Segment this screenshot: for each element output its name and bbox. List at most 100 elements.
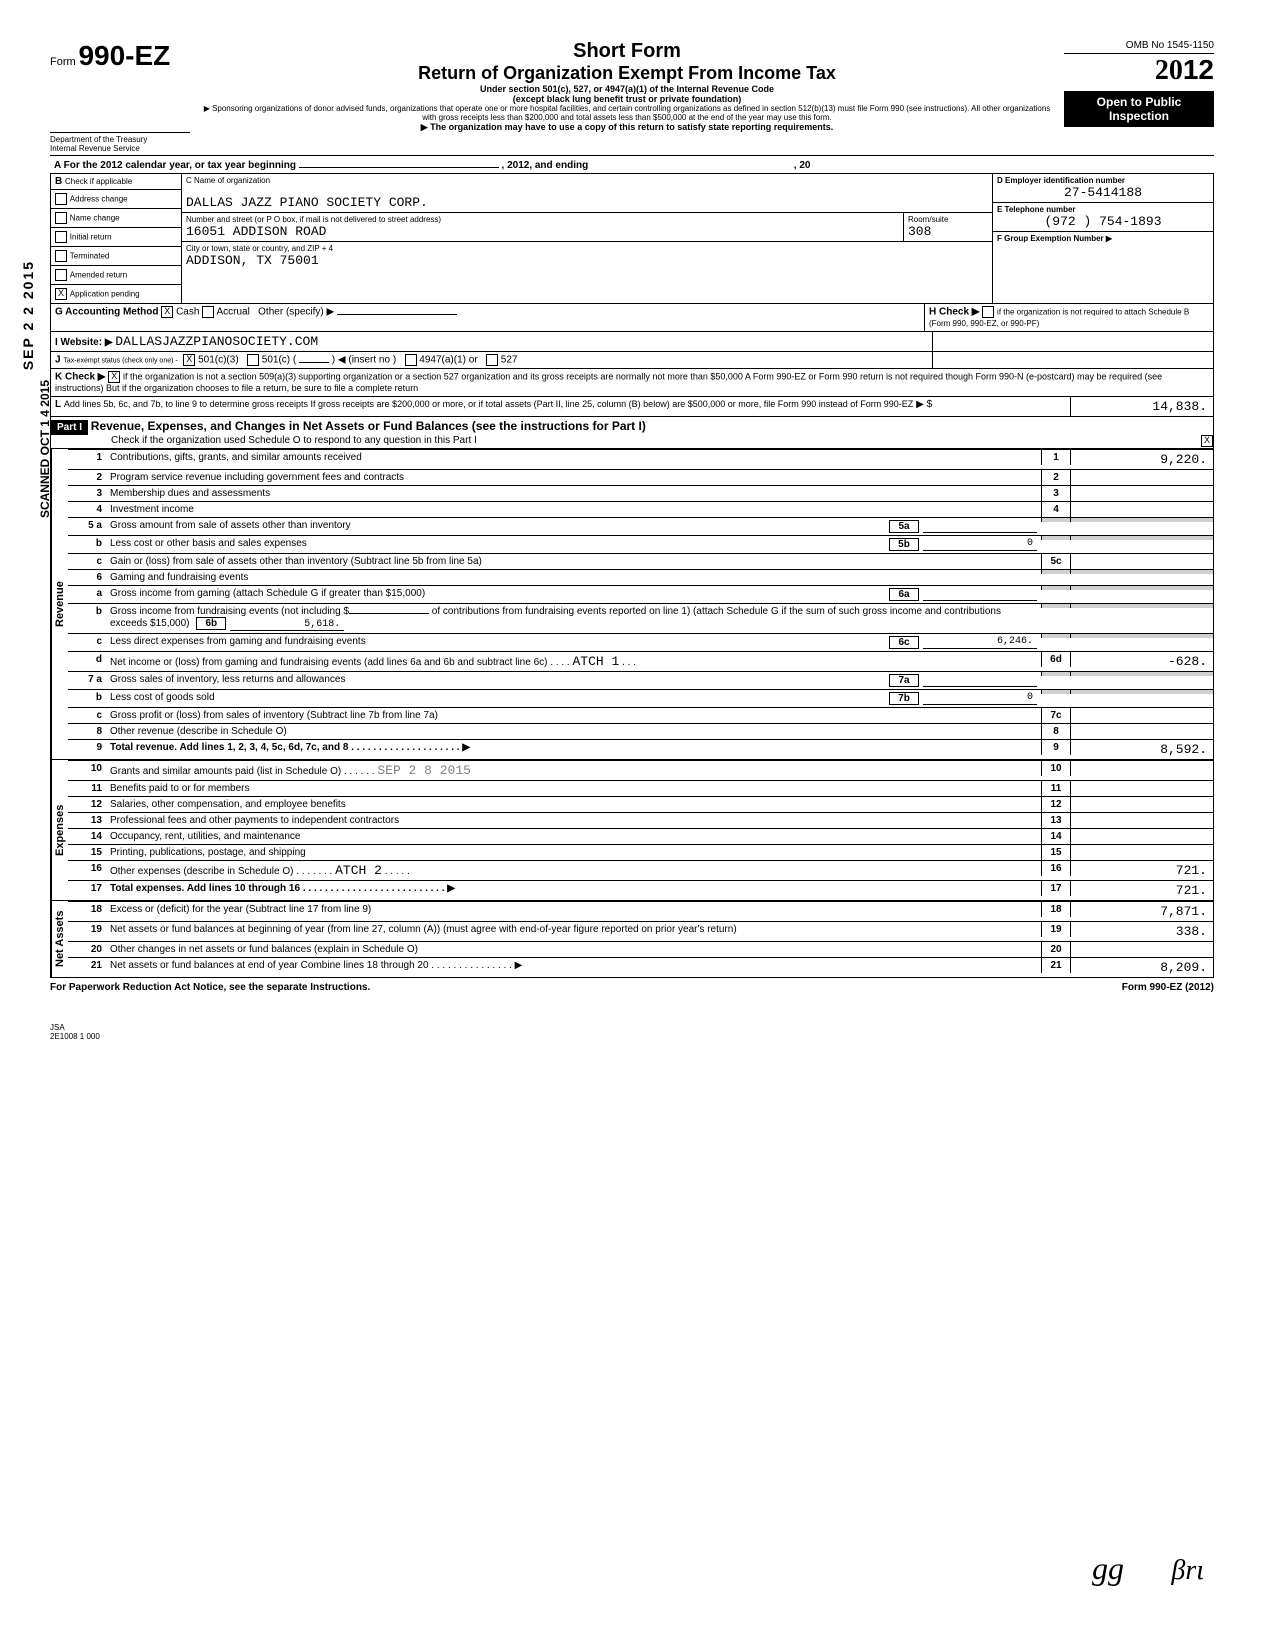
label-address-change: Address change	[70, 195, 128, 204]
short-form-title: Short Form	[200, 40, 1054, 63]
checkbox-part1[interactable]: X	[1201, 435, 1213, 447]
line-9-no: 9	[68, 740, 106, 755]
checkbox-4947[interactable]	[405, 354, 417, 366]
section-l-text: Add lines 5b, 6c, and 7b, to line 9 to d…	[64, 399, 913, 409]
line-6-no: 6	[68, 570, 106, 585]
line-3-no: 3	[68, 486, 106, 501]
line-7a-desc: Gross sales of inventory, less returns a…	[106, 672, 1041, 689]
section-a-mid: , 2012, and ending	[502, 160, 589, 171]
line-7c-no: c	[68, 708, 106, 723]
line-20-no: 20	[68, 942, 106, 957]
line-5a-no: 5 a	[68, 518, 106, 533]
line-13-desc: Professional fees and other payments to …	[106, 813, 1041, 828]
section-l-label: L	[55, 399, 61, 410]
line-4-desc: Investment income	[106, 502, 1041, 517]
line-21-no: 21	[68, 958, 106, 973]
label-insert: ) ◀ (insert no )	[332, 355, 396, 366]
sub2: (except black lung benefit trust or priv…	[200, 94, 1054, 104]
section-j-label: J	[55, 355, 61, 366]
line-6-desc: Gaming and fundraising events	[106, 570, 1041, 585]
line-6d-no: d	[68, 652, 106, 667]
checkbox-address-change[interactable]	[55, 193, 67, 205]
signature: gg	[1092, 1550, 1124, 1587]
addr-label: Number and street (or P O box, if mail i…	[186, 215, 899, 224]
line-6c-no: c	[68, 634, 106, 649]
dept-irs: Internal Revenue Service	[50, 144, 190, 153]
phone: (972 ) 754-1893	[997, 214, 1209, 229]
section-f-label: F Group Exemption Number ▶	[997, 234, 1209, 243]
return-title: Return of Organization Exempt From Incom…	[200, 63, 1054, 84]
line-6b-desc: Gross income from fundraising events (no…	[106, 604, 1041, 633]
line-12-no: 12	[68, 797, 106, 812]
line-1-desc: Contributions, gifts, grants, and simila…	[106, 450, 1041, 465]
gross-receipts: 14,838.	[1070, 397, 1213, 416]
line-8-desc: Other revenue (describe in Schedule O)	[106, 724, 1041, 739]
line-10-desc: Grants and similar amounts paid (list in…	[106, 761, 1041, 780]
checkbox-501c3[interactable]: X	[183, 354, 195, 366]
checkbox-accrual[interactable]	[202, 306, 214, 318]
line-6a-desc: Gross income from gaming (attach Schedul…	[106, 586, 1041, 603]
line-4-box: 4	[1041, 502, 1071, 517]
line-1-amt: 9,220.	[1071, 450, 1213, 469]
line-17-no: 17	[68, 881, 106, 896]
label-4947: 4947(a)(1) or	[419, 355, 477, 366]
section-i-label: I Website: ▶	[55, 337, 113, 348]
line-6c-desc: Less direct expenses from gaming and fun…	[106, 634, 1041, 651]
label-other: Other (specify) ▶	[258, 307, 334, 318]
line-21-amt: 8,209.	[1071, 958, 1213, 977]
line-1-no: 1	[68, 450, 106, 465]
org-address: 16051 ADDISON ROAD	[186, 224, 899, 239]
line-8-box: 8	[1041, 724, 1071, 739]
label-501c: 501(c) (	[262, 355, 296, 366]
label-527: 527	[501, 355, 518, 366]
section-a-end: , 20	[794, 160, 811, 171]
label-application-pending: Application pending	[70, 290, 140, 299]
label-terminated: Terminated	[70, 252, 110, 261]
checkbox-k[interactable]: X	[108, 371, 120, 383]
line-20-amt	[1071, 942, 1213, 946]
line-5c-desc: Gain or (loss) from sale of assets other…	[106, 554, 1041, 569]
checkbox-application-pending[interactable]: X	[55, 288, 67, 300]
section-h-label: H Check ▶	[929, 307, 979, 318]
label-501c3: 501(c)(3)	[198, 355, 239, 366]
line-7b-desc: Less cost of goods sold7b0	[106, 690, 1041, 707]
line-9-box: 9	[1041, 740, 1071, 755]
checkbox-amended[interactable]	[55, 269, 67, 281]
part1-title: Revenue, Expenses, and Changes in Net As…	[91, 419, 646, 433]
line-3-amt	[1071, 486, 1213, 490]
line-6d-desc: Net income or (loss) from gaming and fun…	[106, 652, 1041, 671]
line-18-desc: Excess or (deficit) for the year (Subtra…	[106, 902, 1041, 917]
footer-left: For Paperwork Reduction Act Notice, see …	[50, 982, 370, 993]
checkbox-527[interactable]	[486, 354, 498, 366]
form-prefix: Form	[50, 56, 76, 68]
line-5a-desc: Gross amount from sale of assets other t…	[106, 518, 1041, 535]
line-10-no: 10	[68, 761, 106, 776]
line-9-amt: 8,592.	[1071, 740, 1213, 759]
line-19-desc: Net assets or fund balances at beginning…	[106, 922, 1041, 937]
checkbox-initial-return[interactable]	[55, 231, 67, 243]
city-label: City or town, state or country, and ZIP …	[186, 244, 988, 253]
line-15-no: 15	[68, 845, 106, 860]
ein: 27-5414188	[997, 185, 1209, 200]
checkbox-terminated[interactable]	[55, 250, 67, 262]
line-6b-no: b	[68, 604, 106, 619]
sub3: ▶ Sponsoring organizations of donor advi…	[200, 104, 1054, 122]
line-10-box: 10	[1041, 761, 1071, 776]
section-b-label: B	[55, 176, 62, 187]
line-20-desc: Other changes in net assets or fund bala…	[106, 942, 1041, 957]
checkbox-cash[interactable]: X	[161, 306, 173, 318]
checkbox-name-change[interactable]	[55, 212, 67, 224]
checkbox-501c[interactable]	[247, 354, 259, 366]
section-e-label: E Telephone number	[997, 205, 1209, 214]
website: DALLASJAZZPIANOSOCIETY.COM	[115, 334, 318, 349]
section-b-check: Check if applicable	[65, 177, 132, 186]
part1-check-text: Check if the organization used Schedule …	[51, 435, 477, 446]
line-7b-no: b	[68, 690, 106, 705]
side-stamp-scanned: SCANNED OCT 1 4 2015	[38, 380, 52, 518]
label-amended: Amended return	[70, 271, 127, 280]
checkbox-h[interactable]	[982, 306, 994, 318]
footer-right: Form 990-EZ (2012)	[1122, 982, 1214, 993]
line-7c-amt	[1071, 708, 1213, 712]
line-12-desc: Salaries, other compensation, and employ…	[106, 797, 1041, 812]
part1-label: Part I	[51, 420, 88, 435]
